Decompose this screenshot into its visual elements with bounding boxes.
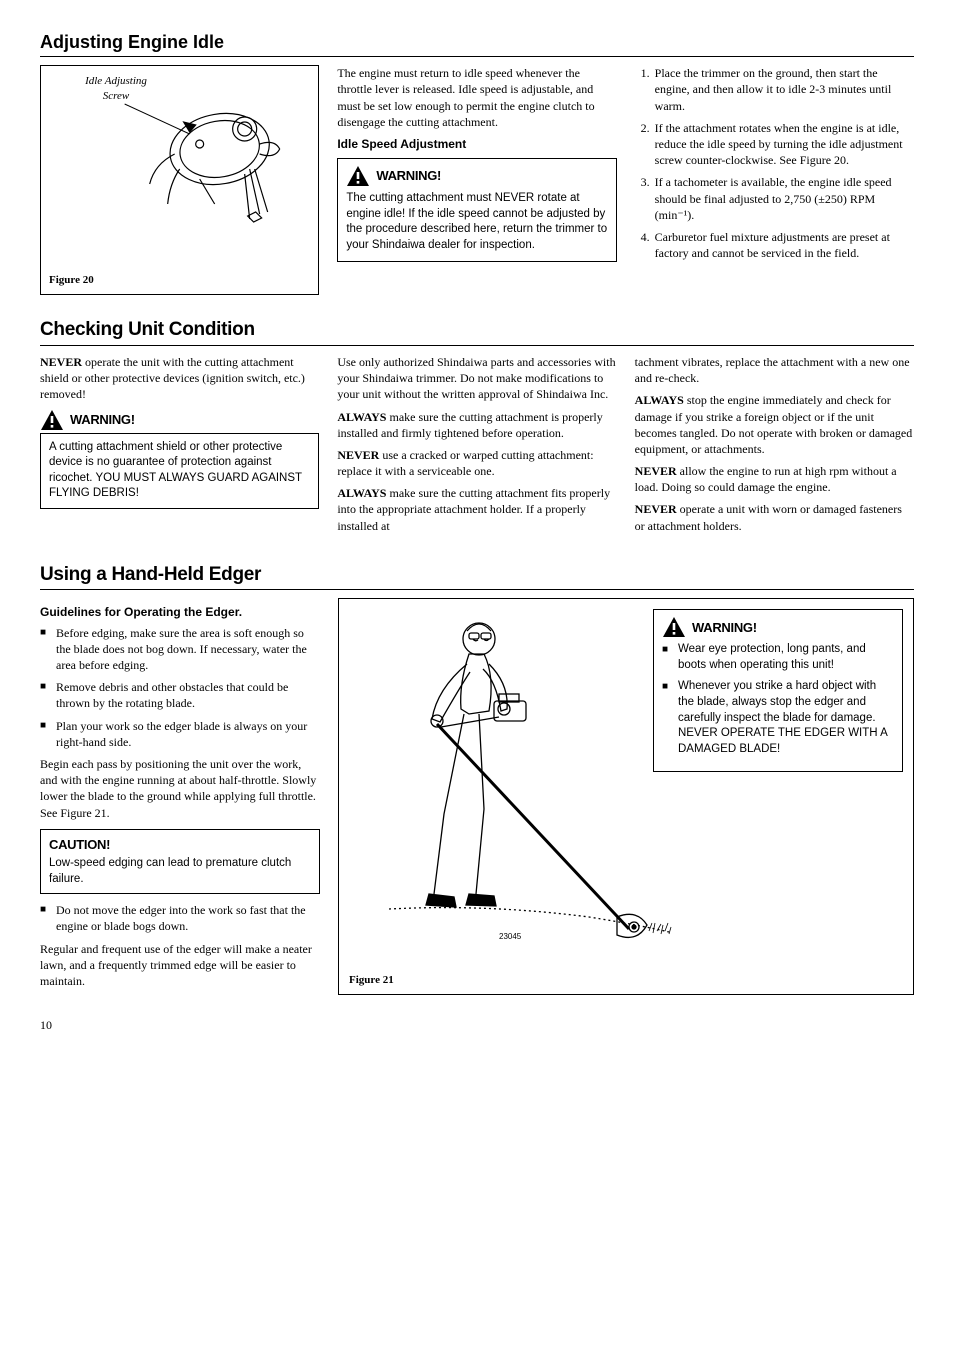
bullet-list-a: Before edging, make sure the area is sof…	[40, 625, 320, 750]
column-2: The engine must return to idle speed whe…	[337, 65, 616, 295]
step-item: If the attachment rotates when the engin…	[653, 120, 914, 169]
bullet-item: Before edging, make sure the area is sof…	[40, 625, 320, 674]
warning-bullet: Whenever you strike a hard object with t…	[662, 679, 894, 757]
section-checking-unit-condition: Checking Unit Condition NEVER operate th…	[40, 317, 914, 540]
column-3: Place the trimmer on the ground, then st…	[635, 65, 914, 295]
intro-paragraph: The engine must return to idle speed whe…	[337, 65, 616, 130]
paragraph: ALWAYS stop the engine immediately and c…	[635, 392, 914, 457]
section-title: Using a Hand-Held Edger	[40, 562, 914, 591]
caution-title: CAUTION!	[49, 836, 311, 854]
figure-label: Figure 20	[49, 273, 94, 288]
paragraph: Regular and frequent use of the edger wi…	[40, 941, 320, 990]
figure-caption: Idle Adjusting Screw	[71, 74, 161, 104]
warning-triangle-icon	[662, 616, 686, 638]
warning-title: WARNING!	[376, 167, 441, 185]
subheading: Guidelines for Operating the Edger.	[40, 604, 320, 620]
caution-body: Low-speed edging can lead to premature c…	[49, 856, 311, 887]
warning-title: WARNING!	[70, 411, 135, 429]
column-1: Idle Adjusting Screw	[40, 65, 319, 295]
warning-bullet: Wear eye protection, long pants, and boo…	[662, 642, 894, 673]
step-item: Place the trimmer on the ground, then st…	[653, 65, 914, 114]
warning-box-inset: WARNING! Wear eye protection, long pants…	[653, 609, 903, 772]
section-title: Checking Unit Condition	[40, 317, 914, 346]
warning-header: WARNING!	[40, 409, 319, 431]
edger-layout: Guidelines for Operating the Edger. Befo…	[40, 598, 914, 995]
paragraph: NEVER operate the unit with the cutting …	[40, 354, 319, 403]
warning-header: WARNING!	[662, 616, 894, 638]
section-using-hand-held-edger: Using a Hand-Held Edger Guidelines for O…	[40, 562, 914, 995]
figure-code: 23045	[499, 932, 522, 941]
bullet-item: Plan your work so the edger blade is alw…	[40, 718, 320, 750]
column-2: Use only authorized Shindaiwa parts and …	[337, 354, 616, 540]
warning-body: A cutting attachment shield or other pro…	[40, 433, 319, 509]
paragraph: NEVER allow the engine to run at high rp…	[635, 463, 914, 495]
bullet-item: Remove debris and other obstacles that c…	[40, 679, 320, 711]
warning-triangle-icon	[346, 165, 370, 187]
steps-list: Place the trimmer on the ground, then st…	[635, 65, 914, 261]
section-adjusting-engine-idle: Adjusting Engine Idle Idle Adjusting Scr…	[40, 30, 914, 295]
warning-box: WARNING! The cutting attachment must NEV…	[337, 158, 616, 262]
edger-right-figure: 23045 Figure 21 WARNING! Wear eye protec…	[338, 598, 914, 995]
section-title: Adjusting Engine Idle	[40, 30, 914, 57]
bullet-list-b: Do not move the edger into the work so f…	[40, 902, 320, 934]
paragraph: Begin each pass by positioning the unit …	[40, 756, 320, 821]
edger-person-svg: 23045	[349, 609, 699, 969]
step-item: Carburetor fuel mixture adjustments are …	[653, 229, 914, 261]
paragraph: ALWAYS make sure the cutting attachment …	[337, 409, 616, 441]
paragraph: tachment vibrates, replace the attachmen…	[635, 354, 914, 386]
paragraph: Use only authorized Shindaiwa parts and …	[337, 354, 616, 403]
warning-header: WARNING!	[346, 165, 607, 187]
subheading: Idle Speed Adjustment	[337, 136, 616, 152]
paragraph: NEVER use a cracked or warped cutting at…	[337, 447, 616, 479]
paragraph: ALWAYS make sure the cutting attachment …	[337, 485, 616, 534]
warning-title: WARNING!	[692, 619, 757, 637]
step-item: If a tachometer is available, the engine…	[653, 174, 914, 223]
column-3: tachment vibrates, replace the attachmen…	[635, 354, 914, 540]
figure-20-box: Idle Adjusting Screw	[40, 65, 319, 295]
warning-body: The cutting attachment must NEVER rotate…	[346, 191, 607, 253]
warning-box: WARNING! A cutting attachment shield or …	[40, 409, 319, 509]
figure-label: Figure 21	[349, 973, 394, 988]
bullet-item: Do not move the edger into the work so f…	[40, 902, 320, 934]
warning-triangle-icon	[40, 409, 64, 431]
warning-bullet-list: Wear eye protection, long pants, and boo…	[662, 642, 894, 757]
column-1: NEVER operate the unit with the cutting …	[40, 354, 319, 540]
edger-left-column: Guidelines for Operating the Edger. Befo…	[40, 598, 320, 995]
paragraph: NEVER operate a unit with worn or damage…	[635, 501, 914, 533]
page-number: 10	[40, 1017, 914, 1033]
three-column-layout: NEVER operate the unit with the cutting …	[40, 354, 914, 540]
caution-box: CAUTION! Low-speed edging can lead to pr…	[40, 829, 320, 895]
three-column-layout: Idle Adjusting Screw	[40, 65, 914, 295]
